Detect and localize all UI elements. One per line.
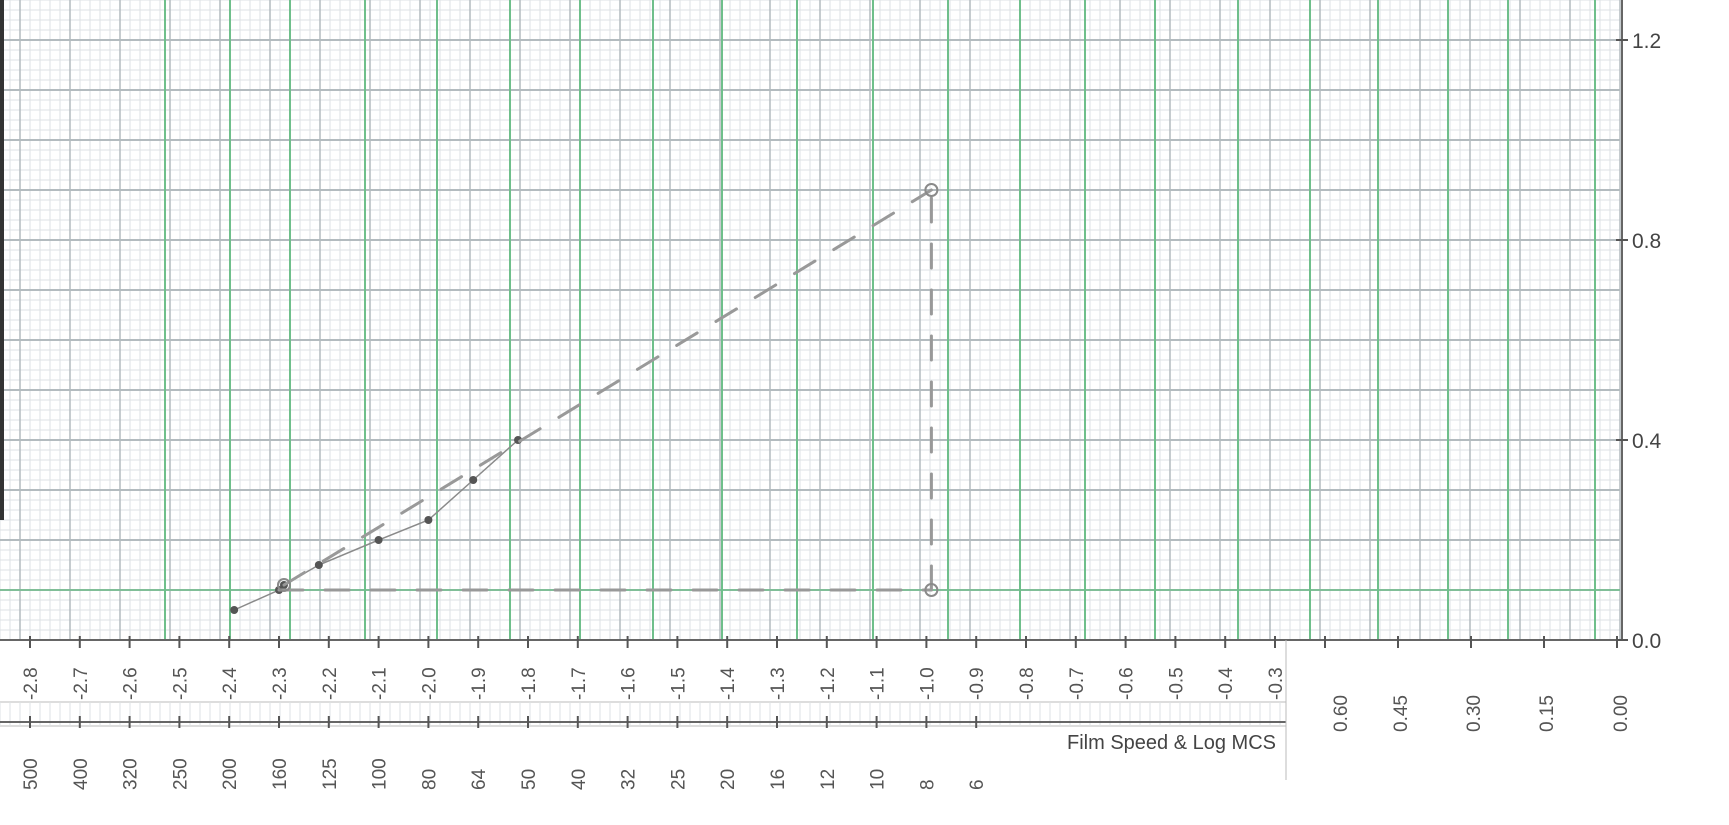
log-exposure-tick-label: -1.2 xyxy=(818,667,839,700)
log-exposure-tick-label: -1.5 xyxy=(668,667,689,700)
log-exposure-tick-label: -2.2 xyxy=(320,667,341,700)
axes xyxy=(0,0,1623,780)
film-speed-tick-label: 400 xyxy=(71,758,92,790)
film-speed-tick-label: 160 xyxy=(270,758,291,790)
y-axis-tick-label: 0.8 xyxy=(1632,230,1661,253)
log-exposure-tick-label: -0.7 xyxy=(1067,667,1088,700)
y-axis-tick-label: 0.0 xyxy=(1632,630,1661,653)
data-point xyxy=(230,606,239,614)
y-axis-tick-label: 1.2 xyxy=(1632,30,1661,53)
data-point xyxy=(314,561,323,569)
log-exposure-tick-label: -0.5 xyxy=(1166,667,1187,700)
film-speed-tick-label: 40 xyxy=(569,769,590,790)
film-speed-tick-label: 250 xyxy=(170,758,191,790)
log-exposure-tick-label: -1.6 xyxy=(619,667,640,700)
film-speed-tick-label: 32 xyxy=(619,769,640,790)
data-point xyxy=(374,536,383,544)
marker-circle xyxy=(924,183,939,197)
film-speed-tick-label: 6 xyxy=(967,779,988,790)
log-exposure-tick-label: -0.6 xyxy=(1117,667,1138,700)
data-point xyxy=(424,516,433,524)
marker-circle xyxy=(924,583,939,597)
log-exposure-tick-label: -2.4 xyxy=(220,667,241,700)
film-speed-tick-label: 20 xyxy=(718,769,739,790)
log-exposure-tick-label: -1.1 xyxy=(868,667,889,700)
log-exposure-tick-label: -1.8 xyxy=(519,667,540,700)
film-speed-tick-label: 25 xyxy=(668,769,689,790)
marker-circle xyxy=(276,578,291,592)
log-exposure-tick-label: -0.8 xyxy=(1017,667,1038,700)
y-axis-tick-label: 0.4 xyxy=(1632,430,1662,453)
film-speed-tick-label: 200 xyxy=(220,758,241,790)
log-exposure-tick-label: -1.7 xyxy=(569,667,590,700)
plotted-series xyxy=(230,183,939,614)
log-exposure-tick-label: -0.9 xyxy=(967,667,988,700)
log-exposure-tick-label: -0.3 xyxy=(1266,667,1287,700)
film-speed-axis-title: Film Speed & Log MCS xyxy=(1067,732,1276,754)
log-exposure-tick-label: -2.0 xyxy=(419,667,440,700)
log-exposure-tick-label: -1.0 xyxy=(917,667,938,700)
film-speed-tick-label: 500 xyxy=(21,758,42,790)
log-exposure-tick-label: -2.3 xyxy=(270,667,291,700)
log-exposure-tick-label: -1.4 xyxy=(718,667,739,700)
density-scale-label: 0.15 xyxy=(1537,695,1558,732)
film-speed-tick-label: 80 xyxy=(419,769,440,790)
density-scale-label: 0.00 xyxy=(1611,695,1632,732)
log-exposure-tick-label: -2.5 xyxy=(170,667,191,700)
film-speed-tick-label: 320 xyxy=(121,758,142,790)
film-speed-tick-label: 100 xyxy=(370,758,391,790)
log-exposure-tick-label: -2.1 xyxy=(370,667,391,700)
film-speed-tick-label: 125 xyxy=(320,758,341,790)
log-exposure-tick-label: -0.4 xyxy=(1216,667,1237,700)
dashed-guide-line xyxy=(282,188,933,587)
log-exposure-tick-label: -2.8 xyxy=(21,667,42,700)
log-exposure-tick-label: -1.3 xyxy=(768,667,789,700)
density-scale-label: 0.45 xyxy=(1391,695,1412,732)
left-frame-edge xyxy=(0,0,4,520)
log-exposure-tick-label: -1.9 xyxy=(469,667,490,700)
density-scale-label: 0.60 xyxy=(1331,695,1352,732)
film-speed-tick-label: 16 xyxy=(768,769,789,790)
film-speed-tick-label: 8 xyxy=(917,779,938,790)
film-speed-tick-label: 12 xyxy=(818,769,839,790)
film-speed-tick-label: 50 xyxy=(519,769,540,790)
density-scale-label: 0.30 xyxy=(1464,695,1485,732)
film-speed-tick-label: 10 xyxy=(868,769,889,790)
log-exposure-tick-label: -2.7 xyxy=(71,667,92,700)
data-point xyxy=(469,476,478,484)
log-exposure-tick-label: -2.6 xyxy=(121,667,142,700)
tick-labels: -2.8 -2.7 -2.6 -2.5 -2.4 -2.3 -2.2 -2.1 -2.0 -1.9… xyxy=(21,30,1662,790)
film-speed-tick-label: 64 xyxy=(469,768,490,790)
green-grid-lines xyxy=(0,0,1620,640)
